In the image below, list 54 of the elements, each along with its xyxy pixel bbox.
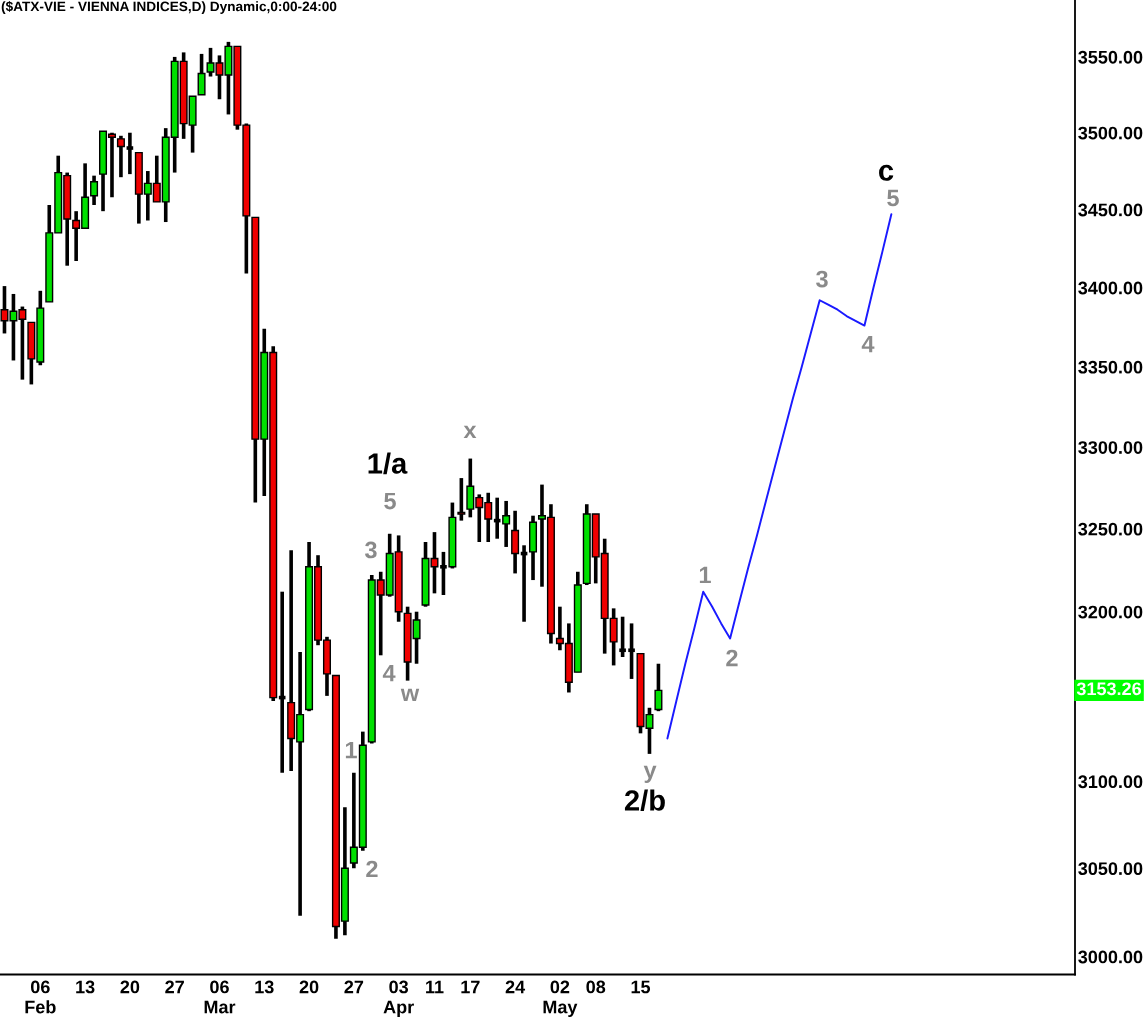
x-tick-label: 03 Apr xyxy=(383,980,414,1017)
candlestick xyxy=(90,175,99,205)
annotation: 1/a xyxy=(368,452,408,475)
annotation: c xyxy=(879,164,894,181)
y-tick-label: 3500.00 xyxy=(1078,126,1143,140)
annotation: w xyxy=(400,688,420,702)
annotation: 2 xyxy=(366,860,378,878)
y-tick-label: 3200.00 xyxy=(1078,605,1143,619)
y-tick-label: 3450.00 xyxy=(1078,203,1143,217)
annotation: x xyxy=(463,425,477,439)
x-tick-label: 27 xyxy=(344,980,364,994)
x-tick-label: 13 xyxy=(76,980,95,994)
x-tick-label: 20 xyxy=(299,980,319,994)
y-tick-label: 3250.00 xyxy=(1078,522,1143,536)
annotation: 1 xyxy=(345,741,357,759)
candlestick xyxy=(457,478,466,521)
candlestick xyxy=(628,623,635,679)
x-tick-label: 20 xyxy=(120,980,140,994)
candlestick xyxy=(511,510,520,574)
x-tick-label: 08 xyxy=(586,980,606,994)
candlestick xyxy=(197,53,206,96)
candlestick xyxy=(116,135,125,178)
candlestick xyxy=(654,663,663,712)
line-series xyxy=(666,213,893,740)
chart-title: ($ATX-VIE - VIENNA INDICES,D) Dynamic,0:00-24:00 xyxy=(1,0,337,14)
y-tick-label: 3550.00 xyxy=(1078,50,1143,64)
x-tick-label: 27 xyxy=(165,980,184,994)
x-tick-label: 11 xyxy=(426,980,444,994)
y-tick-label: 3350.00 xyxy=(1078,360,1143,374)
x-tick-label: 13 xyxy=(255,980,274,994)
y-tick-label: 3000.00 xyxy=(1078,950,1143,964)
annotation: 4 xyxy=(861,335,875,353)
annotation: 2 xyxy=(726,649,738,667)
text: 3153.26 xyxy=(1076,682,1141,696)
x-tick-label: 24 xyxy=(505,980,526,994)
candlestick xyxy=(619,616,626,657)
x-tick-label: 06 Mar xyxy=(204,980,236,1014)
annotation: 5 xyxy=(384,492,396,510)
annotation: 3 xyxy=(816,270,828,288)
candlestick xyxy=(126,132,134,175)
annotation: y xyxy=(643,765,657,783)
y-tick-label: 3400.00 xyxy=(1078,281,1143,295)
y-tick-label: 3100.00 xyxy=(1078,775,1143,789)
x-tick-label: 15 xyxy=(631,980,651,994)
annotation: 4 xyxy=(382,664,396,682)
annotation: 1 xyxy=(699,566,711,584)
y-tick-label: 3300.00 xyxy=(1078,441,1143,454)
annotation: 3 xyxy=(364,541,377,559)
x-tick-label: 17 xyxy=(461,980,480,994)
annotation: 5 xyxy=(887,189,899,207)
annotation: 2/b xyxy=(624,789,665,812)
x-tick-label: 06 Feb xyxy=(25,980,56,1014)
y-tick-label: 3050.00 xyxy=(1078,862,1143,876)
x-tick-label: 02 May xyxy=(543,980,578,1017)
